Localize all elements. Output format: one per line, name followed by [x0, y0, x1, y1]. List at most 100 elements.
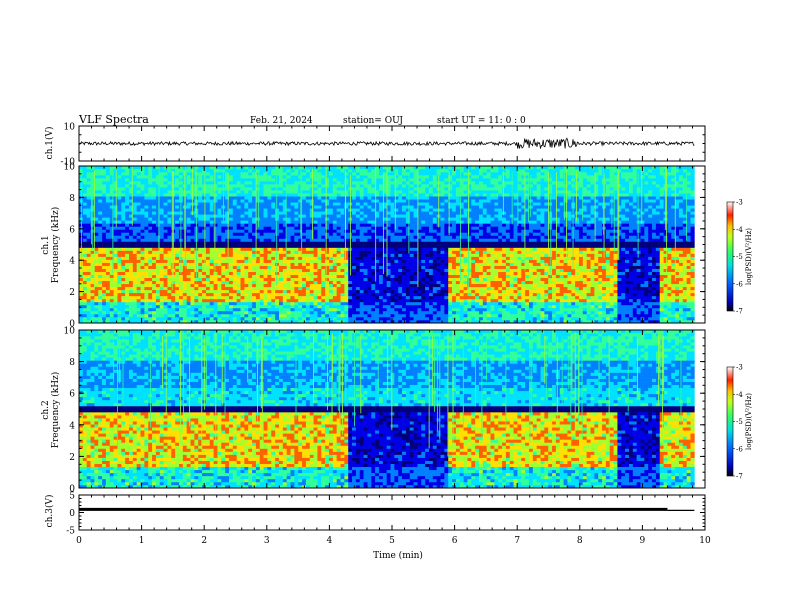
ch1-spectrogram-cell — [313, 232, 318, 236]
ch1-spectrogram-cell — [171, 166, 176, 170]
ch1-spectrogram-cell — [244, 199, 249, 203]
ch1-spectrogram-cell — [259, 166, 264, 170]
ch1-spectrogram-cell — [290, 196, 295, 200]
ch1-spectrogram-cell — [113, 217, 118, 221]
ch1-spectrogram-cell — [202, 310, 207, 315]
ch1-spectrogram-cell — [359, 205, 364, 209]
ch1-spectrogram-cell — [321, 208, 326, 212]
ch1-spectrogram-cell — [317, 205, 322, 209]
ch1-spectrogram-cell — [367, 286, 372, 291]
ch1-spectrogram-cell — [244, 286, 249, 291]
ch1-spectrogram-cell — [275, 196, 280, 200]
ch1-spectrogram-cell — [213, 307, 218, 312]
ch1-spectrogram-cell — [428, 229, 434, 233]
ch1-spectrogram-cell — [421, 205, 426, 209]
ch1-spectrogram-cell — [409, 166, 414, 170]
ch1-spectrogram-cell — [248, 178, 253, 182]
ch1-spectrogram-cell — [155, 220, 161, 224]
ch1-spectrogram-cell — [340, 268, 345, 272]
ch1-spectrogram-cell — [244, 208, 249, 212]
ch1-spectrogram-cell — [263, 199, 268, 203]
ch1-spectrogram-cell — [140, 256, 145, 260]
ch1-spectrogram-cell — [382, 244, 387, 248]
ch1-spectrogram-cell — [221, 229, 226, 233]
ch1-spectrogram-cell — [129, 208, 134, 212]
ch1-spectrogram-cell — [321, 247, 326, 251]
ch1-spectrogram-cell — [355, 238, 361, 242]
ch1-spectrogram-cell — [275, 235, 280, 239]
ch1-spectrogram-cell — [190, 295, 195, 300]
ch1-spectrogram-cell — [90, 277, 95, 282]
ch1-spectrogram-cell — [363, 286, 368, 291]
ch1-spectrogram-cell — [113, 172, 118, 176]
ch1-spectrogram-cell — [105, 250, 111, 254]
ch1-spectrogram-cell — [436, 271, 441, 275]
ch1-spectrogram-cell — [152, 310, 157, 315]
ch1-spectrogram-cell — [263, 283, 268, 288]
ch1-spectrogram-cell — [352, 316, 357, 321]
ch1-spectrogram-cell — [290, 298, 295, 303]
ch1-spectrogram-cell — [90, 307, 95, 312]
ch1-spectrogram-cell — [378, 307, 384, 312]
ch1-spectrogram-cell — [117, 241, 122, 245]
ch1-spectrogram-cell — [359, 292, 364, 297]
ch1-spectrogram-cell — [282, 286, 287, 291]
ch1-spectrogram-cell — [198, 244, 203, 248]
ch1-spectrogram-cell — [375, 253, 380, 257]
ch1-spectrogram-cell — [259, 286, 264, 291]
ch1-spectrogram-cell — [340, 319, 345, 324]
ch1-spectrogram-cell — [232, 202, 237, 206]
ch1-spectrogram-cell — [309, 199, 314, 203]
ch1-spectrogram-cell — [298, 229, 303, 233]
ch1-spectrogram-cell — [132, 184, 137, 188]
ch1-spectrogram-cell — [202, 262, 207, 266]
ch1-spectrogram-cell — [125, 289, 130, 294]
ch1-spectrogram-cell — [409, 268, 414, 272]
ch1-spectrogram-cell — [294, 172, 299, 176]
ch1-spectrogram-cell — [328, 283, 334, 288]
ch1-spectrogram-cell — [340, 178, 345, 182]
ch1-spectrogram-cell — [432, 268, 437, 272]
ch1-spectrogram-cell — [432, 166, 437, 170]
ch1-spectrogram-cell — [294, 313, 299, 318]
ch1-spectrogram-cell — [82, 178, 87, 182]
ch1-spectrogram-cell — [340, 244, 345, 248]
ch1-spectrogram-cell — [340, 307, 345, 312]
ch1-spectrogram-cell — [363, 196, 368, 200]
ch1-spectrogram-cell — [186, 286, 191, 291]
ch1-spectrogram-cell — [155, 265, 161, 269]
ch1-spectrogram-cell — [336, 265, 341, 269]
ch1-spectrogram-cell — [309, 208, 314, 212]
ch1-spectrogram-cell — [336, 262, 341, 266]
ch1-spectrogram-cell — [109, 205, 114, 209]
ch1-spectrogram-cell — [436, 295, 441, 300]
ch1-spectrogram-cell — [409, 256, 414, 260]
ch1-spectrogram-cell — [413, 304, 418, 309]
ch1-spectrogram-cell — [117, 202, 122, 206]
ch1-spectrogram-cell — [313, 238, 318, 242]
ch1-spectrogram-cell — [86, 295, 91, 300]
ch1-spectrogram-cell — [432, 190, 437, 194]
ch1-spectrogram-cell — [386, 277, 391, 282]
ch1-spectrogram-cell — [136, 184, 141, 188]
ch1-spectrogram-cell — [86, 241, 91, 245]
ch1-spectrogram-cell — [117, 319, 122, 324]
ch1-spectrogram-cell — [136, 193, 141, 197]
ch1-spectrogram-cell — [309, 220, 314, 224]
ch1-spectrogram-cell — [198, 316, 203, 321]
ch1-spectrogram-cell — [140, 295, 145, 300]
ch1-spectrogram-cell — [317, 238, 322, 242]
ch1-spectrogram-cell — [117, 178, 122, 182]
ch1-spectrogram-cell — [163, 244, 168, 248]
ch1-spectrogram-cell — [286, 241, 291, 245]
ch1-spectrogram-cell — [94, 247, 99, 251]
ch1-spectrogram-cell — [309, 250, 314, 254]
ch1-spectrogram-cell — [405, 292, 411, 297]
ch1-spectrogram-cell — [121, 178, 126, 182]
ch1-spectrogram-cell — [302, 220, 307, 224]
ch1-spectrogram-cell — [90, 259, 95, 263]
ch1-spectrogram-cell — [286, 211, 291, 215]
ch1-spectrogram-cell — [432, 178, 437, 182]
ch1-spectrogram-cell — [255, 292, 261, 297]
ch1-spectrogram-cell — [240, 214, 245, 218]
